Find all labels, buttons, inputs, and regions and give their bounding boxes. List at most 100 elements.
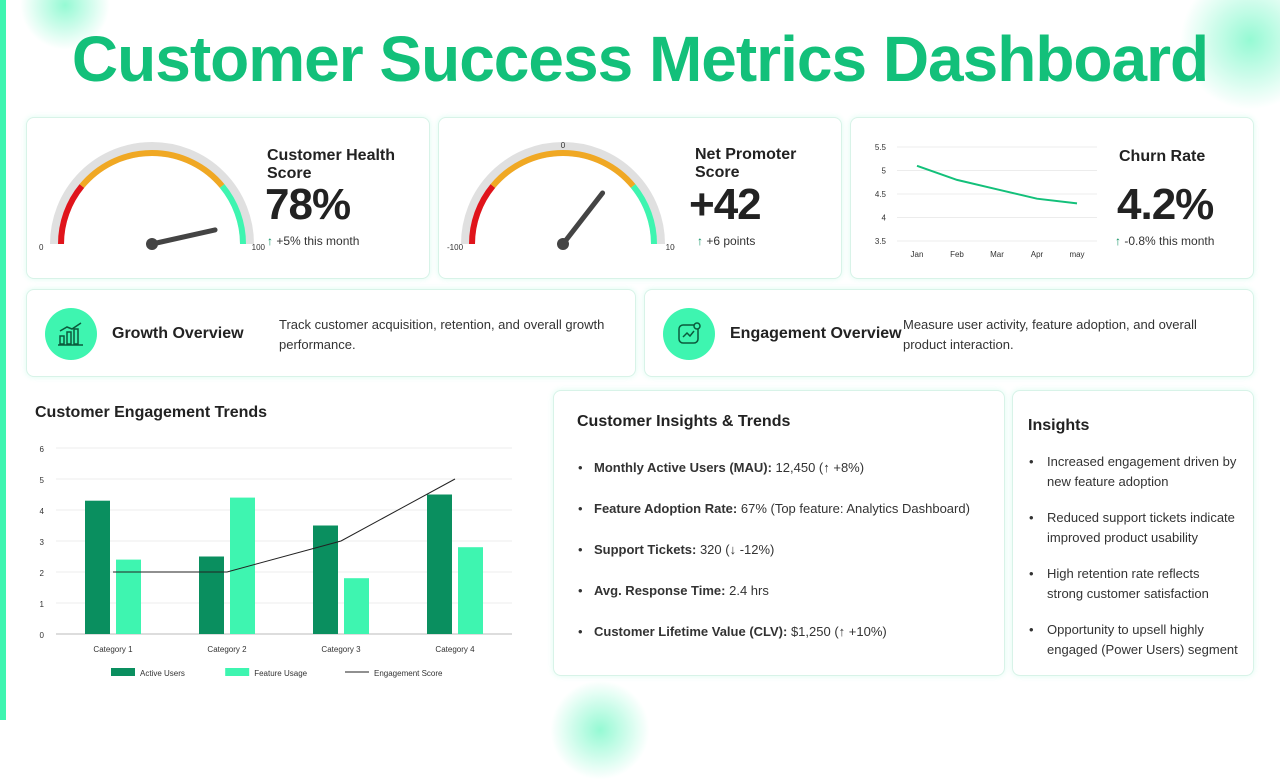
y-tick-label: 5.5 xyxy=(875,143,887,152)
bar-feature-usage xyxy=(344,578,369,634)
overview-description: Track customer acquisition, retention, a… xyxy=(279,317,605,352)
gauge-segment-amber xyxy=(79,150,225,188)
legend-label: Feature Usage xyxy=(254,669,307,678)
gauge-hub xyxy=(557,238,569,250)
metric-value: 2.4 hrs xyxy=(725,583,769,598)
insight-row: • Feature Adoption Rate: 67% (Top feature… xyxy=(578,501,970,516)
bullet: • xyxy=(578,583,583,598)
decorative-glow xyxy=(550,680,650,780)
insight-item: • Increased engagement driven by new feat… xyxy=(1029,452,1239,492)
y-tick-label: 4 xyxy=(882,214,887,223)
y-tick-label: 3 xyxy=(40,538,45,547)
bar-feature-usage xyxy=(458,547,483,634)
up-arrow-icon: ↑ xyxy=(1115,234,1121,248)
section-title: Insights xyxy=(1028,417,1090,434)
nps-card: -100 0 100 Net Promoter Score +42 ↑ +6 p… xyxy=(438,117,842,279)
health-score-card: 0 100 Customer Health Score 78% ↑ +5% th… xyxy=(26,117,430,279)
x-tick-label: may xyxy=(1069,250,1084,259)
x-tick-label: Category 3 xyxy=(321,645,361,654)
insight-text: High retention rate reflects strong cust… xyxy=(1047,566,1209,601)
kpi-title: Churn Rate xyxy=(1119,148,1206,165)
kpi-delta-text: -0.8% this month xyxy=(1124,234,1215,248)
metric-label: Customer Lifetime Value (CLV): xyxy=(594,624,788,639)
gauge-max-label: 100 xyxy=(252,243,265,252)
metric-label: Feature Adoption Rate: xyxy=(594,501,738,516)
kpi-value: +42 xyxy=(689,180,762,229)
metric-label: Monthly Active Users (MAU): xyxy=(594,460,772,475)
churn-card: 5.5 5 4.5 4 3.5 Jan Feb Mar Apr may Churn Rate 4.… xyxy=(850,117,1254,279)
insight-item: • Reduced support tickets indicate improv… xyxy=(1029,508,1239,548)
legend-swatch xyxy=(225,668,250,676)
bar-active-users xyxy=(85,500,110,634)
overview-title: Engagement Overview xyxy=(730,325,902,342)
overview-description: Measure user activity, feature adoption,… xyxy=(903,317,1197,352)
engagement-trends-panel: Customer Engagement Trends 0 1 2 3 4 5 6 Catego… xyxy=(26,392,526,692)
kpi-delta: ↑ -0.8% this month xyxy=(1115,234,1214,248)
y-tick-label: 6 xyxy=(40,445,45,454)
bullet: • xyxy=(1029,622,1034,637)
metric-label: Avg. Response Time: xyxy=(594,583,726,598)
kpi-title: Net Promoter Score xyxy=(695,146,797,181)
gauge-segment-red xyxy=(469,184,496,245)
gauge-segment-amber xyxy=(490,150,636,188)
kpi-delta: ↑ +6 points xyxy=(697,234,755,248)
y-tick-label: 1 xyxy=(40,600,45,609)
legend-label: Active Users xyxy=(140,669,185,678)
metric-value: 67% (Top feature: Analytics Dashboard) xyxy=(737,501,970,516)
gauge-max-label: 100 xyxy=(666,243,675,252)
growth-overview-card[interactable]: Growth Overview Track customer acquisiti… xyxy=(26,289,636,377)
y-tick-label: 0 xyxy=(40,631,45,640)
x-tick-label: Feb xyxy=(950,250,964,259)
legend-label: Engagement Score xyxy=(374,669,443,678)
insights-card: Insights • Increased engagement driven by… xyxy=(1012,390,1254,676)
bar-active-users xyxy=(313,525,338,634)
up-arrow-icon: ↑ xyxy=(267,234,273,248)
bar-feature-usage xyxy=(116,559,141,634)
bar-active-users xyxy=(427,494,452,634)
insight-text: Increased engagement driven by new featu… xyxy=(1047,454,1237,489)
gauge-mid-label: 0 xyxy=(561,141,566,150)
kpi-delta: ↑ +5% this month xyxy=(267,234,359,248)
metric-value: 12,450 (↑ +8%) xyxy=(771,460,865,475)
insight-row: • Customer Lifetime Value (CLV): $1,250 (… xyxy=(578,624,887,639)
up-arrow-icon: ↑ xyxy=(697,234,703,248)
bullet: • xyxy=(1029,566,1034,581)
y-tick-label: 4 xyxy=(40,507,45,516)
bar-chart-icon xyxy=(45,308,97,360)
legend-swatch xyxy=(111,668,135,676)
insight-item: • Opportunity to upsell highly engaged (P… xyxy=(1029,620,1239,660)
bullet: • xyxy=(1029,510,1034,525)
chart-screen-icon xyxy=(663,308,715,360)
left-accent-strip xyxy=(0,0,6,720)
gauge-segment-mint xyxy=(630,184,657,245)
bullet: • xyxy=(578,460,583,475)
kpi-title: Customer Health Score xyxy=(267,147,396,182)
kpi-delta-text: +5% this month xyxy=(276,234,360,248)
y-tick-label: 5 xyxy=(882,167,887,176)
x-tick-label: Category 2 xyxy=(207,645,247,654)
gauge-needle xyxy=(149,227,218,247)
gauge-needle xyxy=(560,190,606,247)
y-tick-label: 2 xyxy=(40,569,45,578)
customer-insights-card: Customer Insights & Trends • Monthly Acti… xyxy=(553,390,1005,676)
bullet: • xyxy=(578,624,583,639)
y-tick-label: 5 xyxy=(40,476,45,485)
overview-title: Growth Overview xyxy=(112,325,244,342)
gauge-segment-mint xyxy=(219,184,246,245)
insight-row: • Support Tickets: 320 (↓ -12%) xyxy=(578,542,774,557)
gauge-hub xyxy=(146,238,158,250)
metric-label: Support Tickets: xyxy=(594,542,697,557)
engagement-overview-card[interactable]: Engagement Overview Measure user activit… xyxy=(644,289,1254,377)
bullet: • xyxy=(1029,454,1034,469)
x-tick-label: Category 4 xyxy=(435,645,475,654)
kpi-value: 78% xyxy=(265,180,351,229)
gauge-track xyxy=(50,142,254,245)
page-title: Customer Success Metrics Dashboard xyxy=(71,23,1209,95)
section-title: Customer Insights & Trends xyxy=(577,413,791,430)
metric-value: 320 (↓ -12%) xyxy=(696,542,775,557)
nps-gauge: -100 0 100 xyxy=(447,141,675,252)
engagement-bar-chart: 0 1 2 3 4 5 6 Category 1 Category 2 Category 3 Cat… xyxy=(40,445,512,678)
health-gauge: 0 100 xyxy=(39,142,265,252)
bar-active-users xyxy=(199,556,224,634)
kpi-value: 4.2% xyxy=(1117,180,1214,229)
